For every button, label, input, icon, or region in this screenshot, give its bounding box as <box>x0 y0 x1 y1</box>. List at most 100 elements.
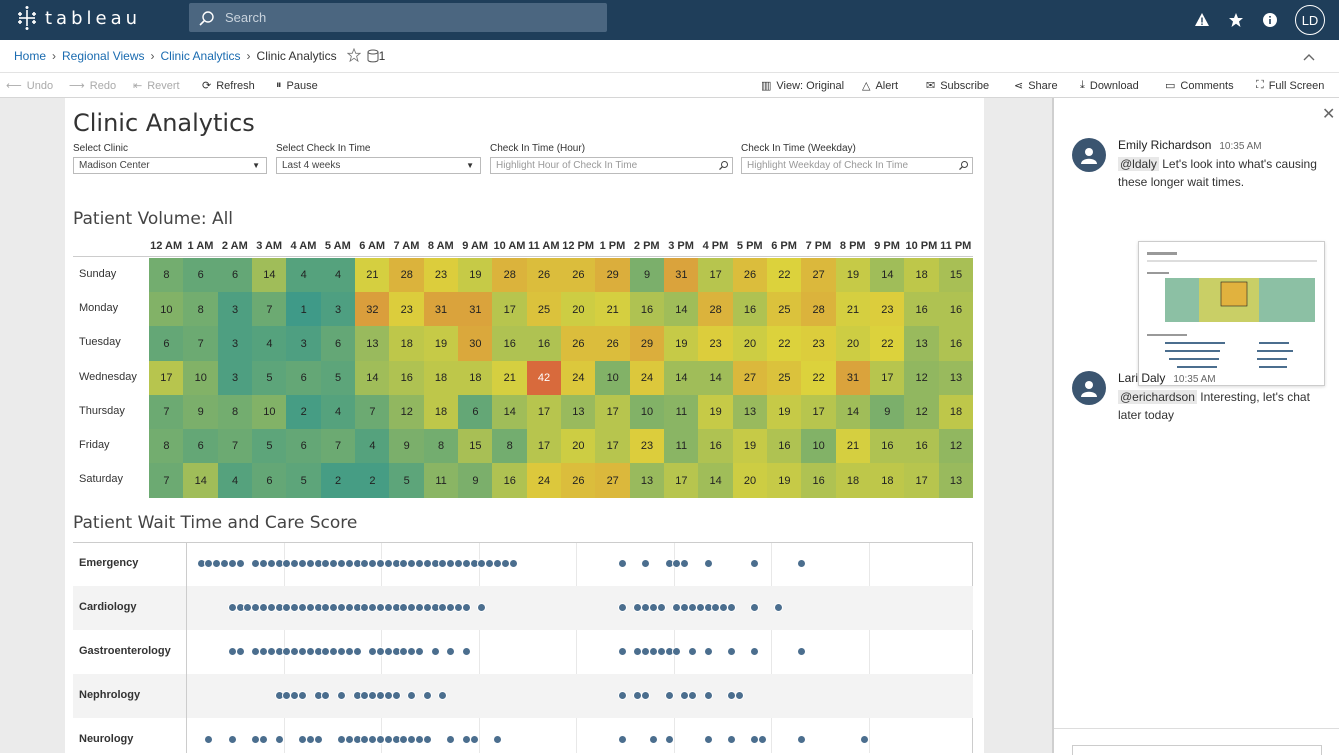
heatmap-cell[interactable]: 22 <box>766 326 802 362</box>
heatmap-cell[interactable]: 23 <box>423 258 459 293</box>
heatmap-cell[interactable]: 23 <box>801 326 837 362</box>
heatmap-cell[interactable]: 23 <box>389 292 425 327</box>
heatmap-cell[interactable]: 14 <box>835 394 871 430</box>
heatmap-cell[interactable]: 2 <box>354 463 390 498</box>
pause-button[interactable]: ⏸ Pause <box>276 73 318 98</box>
heatmap-cell[interactable]: 18 <box>869 463 905 498</box>
patient-dot[interactable] <box>274 735 284 744</box>
heatmap-cell[interactable]: 12 <box>389 394 425 430</box>
help-button[interactable] <box>1253 12 1287 28</box>
patient-dot[interactable] <box>859 735 869 744</box>
heatmap-cell[interactable]: 15 <box>457 429 493 464</box>
heatmap-cell[interactable]: 19 <box>766 463 802 498</box>
heatmap-cell[interactable]: 14 <box>183 463 219 498</box>
heatmap-cell[interactable]: 21 <box>835 429 871 464</box>
heatmap-cell[interactable]: 3 <box>286 326 322 362</box>
heatmap-cell[interactable]: 13 <box>732 394 768 430</box>
heatmap-cell[interactable]: 29 <box>595 258 631 293</box>
heatmap-cell[interactable]: 14 <box>354 360 390 396</box>
heatmap-cell[interactable]: 14 <box>698 463 734 498</box>
heatmap-cell[interactable]: 18 <box>457 360 493 396</box>
heatmap-cell[interactable]: 6 <box>286 429 322 464</box>
patient-dot[interactable] <box>750 647 760 656</box>
mention-tag[interactable]: @ldaly <box>1118 157 1159 171</box>
heatmap-cell[interactable]: 16 <box>492 463 528 498</box>
heatmap-cell[interactable]: 26 <box>732 258 768 293</box>
patient-dot[interactable] <box>617 559 627 568</box>
heatmap-cell[interactable]: 19 <box>423 326 459 362</box>
heatmap-cell[interactable]: 16 <box>389 360 425 396</box>
heatmap-cell[interactable]: 17 <box>149 360 184 396</box>
patient-dot[interactable] <box>617 647 627 656</box>
patient-dot[interactable] <box>727 603 736 612</box>
heatmap-cell[interactable]: 7 <box>217 429 253 464</box>
heatmap-cell[interactable]: 6 <box>183 429 219 464</box>
patient-dot[interactable] <box>703 691 713 700</box>
share-button[interactable]: ⋖ Share <box>1014 73 1058 98</box>
heatmap-cell[interactable]: 21 <box>354 258 390 293</box>
heatmap-cell[interactable]: 28 <box>492 258 528 293</box>
heatmap-cell[interactable]: 8 <box>217 394 253 430</box>
heatmap-cell[interactable]: 18 <box>389 326 425 362</box>
heatmap-cell[interactable]: 2 <box>286 394 322 430</box>
heatmap-cell[interactable]: 12 <box>904 360 940 396</box>
heatmap-cell[interactable]: 13 <box>560 394 596 430</box>
heatmap-cell[interactable]: 5 <box>320 360 356 396</box>
heatmap-cell[interactable]: 19 <box>835 258 871 293</box>
heatmap-cell[interactable]: 21 <box>492 360 528 396</box>
heatmap-cell[interactable]: 7 <box>251 292 287 327</box>
alerts-button[interactable] <box>1185 12 1219 28</box>
heatmap-cell[interactable]: 13 <box>904 326 940 362</box>
heatmap-cell[interactable]: 9 <box>869 394 905 430</box>
heatmap-cell[interactable]: 31 <box>835 360 871 396</box>
heatmap-cell[interactable]: 16 <box>492 326 528 362</box>
tableau-logo[interactable]: tableau <box>15 6 141 30</box>
heatmap-cell[interactable]: 25 <box>766 292 802 327</box>
patient-dot[interactable] <box>664 691 674 700</box>
heatmap-cell[interactable]: 26 <box>560 258 596 293</box>
breadcrumb-regional-views[interactable]: Regional Views <box>62 49 145 63</box>
heatmap-cell[interactable]: 16 <box>938 292 974 327</box>
patient-dot[interactable] <box>469 735 479 744</box>
heatmap-cell[interactable]: 16 <box>526 326 562 362</box>
patient-dot[interactable] <box>688 647 697 656</box>
patient-dot[interactable] <box>407 691 417 700</box>
fullscreen-button[interactable]: ⛶ Full Screen <box>1256 73 1324 98</box>
wait-time-dot-plot[interactable]: Emergency Cardiology Gastroenterology Nephr… <box>73 542 973 753</box>
heatmap-cell[interactable]: 4 <box>320 394 356 430</box>
patient-dot[interactable] <box>204 735 214 744</box>
heatmap-cell[interactable]: 22 <box>766 258 802 293</box>
heatmap-cell[interactable]: 8 <box>423 429 459 464</box>
patient-dot[interactable] <box>617 735 627 744</box>
heatmap-cell[interactable]: 5 <box>251 429 287 464</box>
heatmap-cell[interactable]: 8 <box>149 258 184 293</box>
patient-dot[interactable] <box>259 735 268 744</box>
heatmap-cell[interactable]: 32 <box>354 292 390 327</box>
patient-dot[interactable] <box>773 603 783 612</box>
patient-dot[interactable] <box>617 603 627 612</box>
heatmap-cell[interactable]: 31 <box>663 258 699 293</box>
redo-button[interactable]: ⟶ Redo <box>69 73 116 98</box>
patient-dot[interactable] <box>680 559 690 568</box>
revert-button[interactable]: ⇤ Revert <box>133 73 180 98</box>
heatmap-cell[interactable]: 18 <box>904 258 940 293</box>
heatmap-cell[interactable]: 23 <box>698 326 734 362</box>
patient-dot[interactable] <box>446 735 456 744</box>
heatmap-cell[interactable]: 17 <box>526 394 562 430</box>
view-original-button[interactable]: ▥ View: Original <box>761 73 844 98</box>
patient-dot[interactable] <box>313 735 323 744</box>
patient-dot[interactable] <box>227 735 237 744</box>
heatmap-cell[interactable]: 31 <box>423 292 459 327</box>
heatmap-cell[interactable]: 12 <box>904 394 940 430</box>
heatmap-cell[interactable]: 6 <box>183 258 219 293</box>
heatmap-cell[interactable]: 27 <box>732 360 768 396</box>
heatmap-cell[interactable]: 25 <box>766 360 802 396</box>
heatmap-cell[interactable]: 14 <box>492 394 528 430</box>
patient-dot[interactable] <box>477 603 487 612</box>
heatmap-cell[interactable]: 21 <box>835 292 871 327</box>
heatmap-cell[interactable]: 6 <box>149 326 184 362</box>
heatmap-cell[interactable]: 7 <box>149 463 184 498</box>
heatmap-cell[interactable]: 14 <box>251 258 287 293</box>
heatmap-cell[interactable]: 17 <box>492 292 528 327</box>
patient-dot[interactable] <box>797 735 807 744</box>
